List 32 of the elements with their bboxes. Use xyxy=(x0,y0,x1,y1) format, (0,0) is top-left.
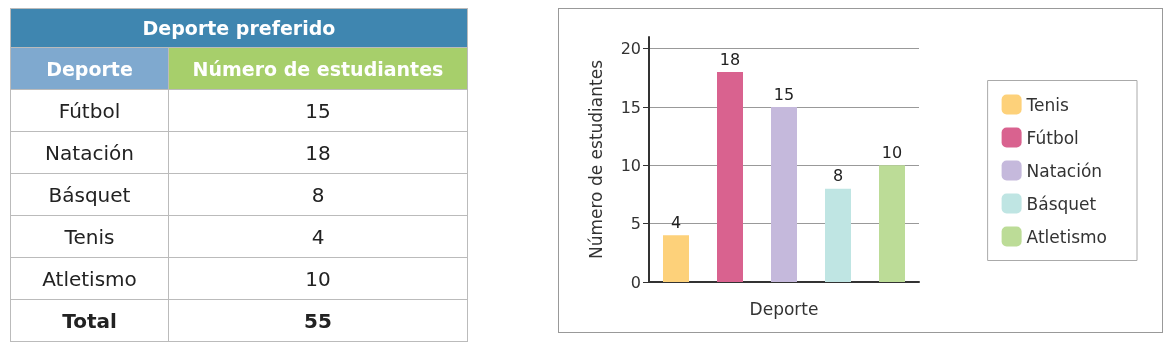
legend-label: Tenis xyxy=(1025,94,1070,115)
y-tick-label: 5 xyxy=(630,214,641,234)
y-tick-label: 20 xyxy=(620,39,641,59)
y-axis-title: Número de estudiantes xyxy=(585,59,606,260)
category-label: Fútbol xyxy=(10,89,169,132)
legend-label: Básquet xyxy=(1026,193,1097,214)
y-tick-label: 10 xyxy=(620,155,641,175)
category-label: Básquet xyxy=(10,173,169,216)
category-label: Atletismo xyxy=(10,257,169,300)
data-label: 8 xyxy=(168,173,468,216)
category-label: Tenis xyxy=(10,215,169,258)
data-label: 10 xyxy=(881,142,903,162)
data-label: 8 xyxy=(832,166,844,186)
data-label: 15 xyxy=(773,84,795,104)
category-label: Natación xyxy=(10,131,169,174)
y-tick-label: 0 xyxy=(630,272,641,292)
legend-label: Atletismo xyxy=(1026,226,1108,247)
data-label: 15 xyxy=(168,89,468,132)
data-label: 10 xyxy=(168,257,468,300)
data-label: 18 xyxy=(168,131,468,174)
legend-label: Fútbol xyxy=(1026,127,1079,148)
x-axis-title: Deporte xyxy=(749,298,819,319)
data-label: 55 xyxy=(168,299,468,342)
text: Número de estudiantes xyxy=(168,47,468,90)
y-tick-label: 15 xyxy=(620,97,641,117)
legend-label: Natación xyxy=(1026,160,1103,181)
data-label: 18 xyxy=(719,49,741,69)
text: Deporte preferido xyxy=(10,8,468,48)
category-label: Total xyxy=(10,299,169,342)
text: Deporte xyxy=(10,47,169,90)
data-label: 4 xyxy=(670,212,682,232)
data-label: 4 xyxy=(168,215,468,258)
